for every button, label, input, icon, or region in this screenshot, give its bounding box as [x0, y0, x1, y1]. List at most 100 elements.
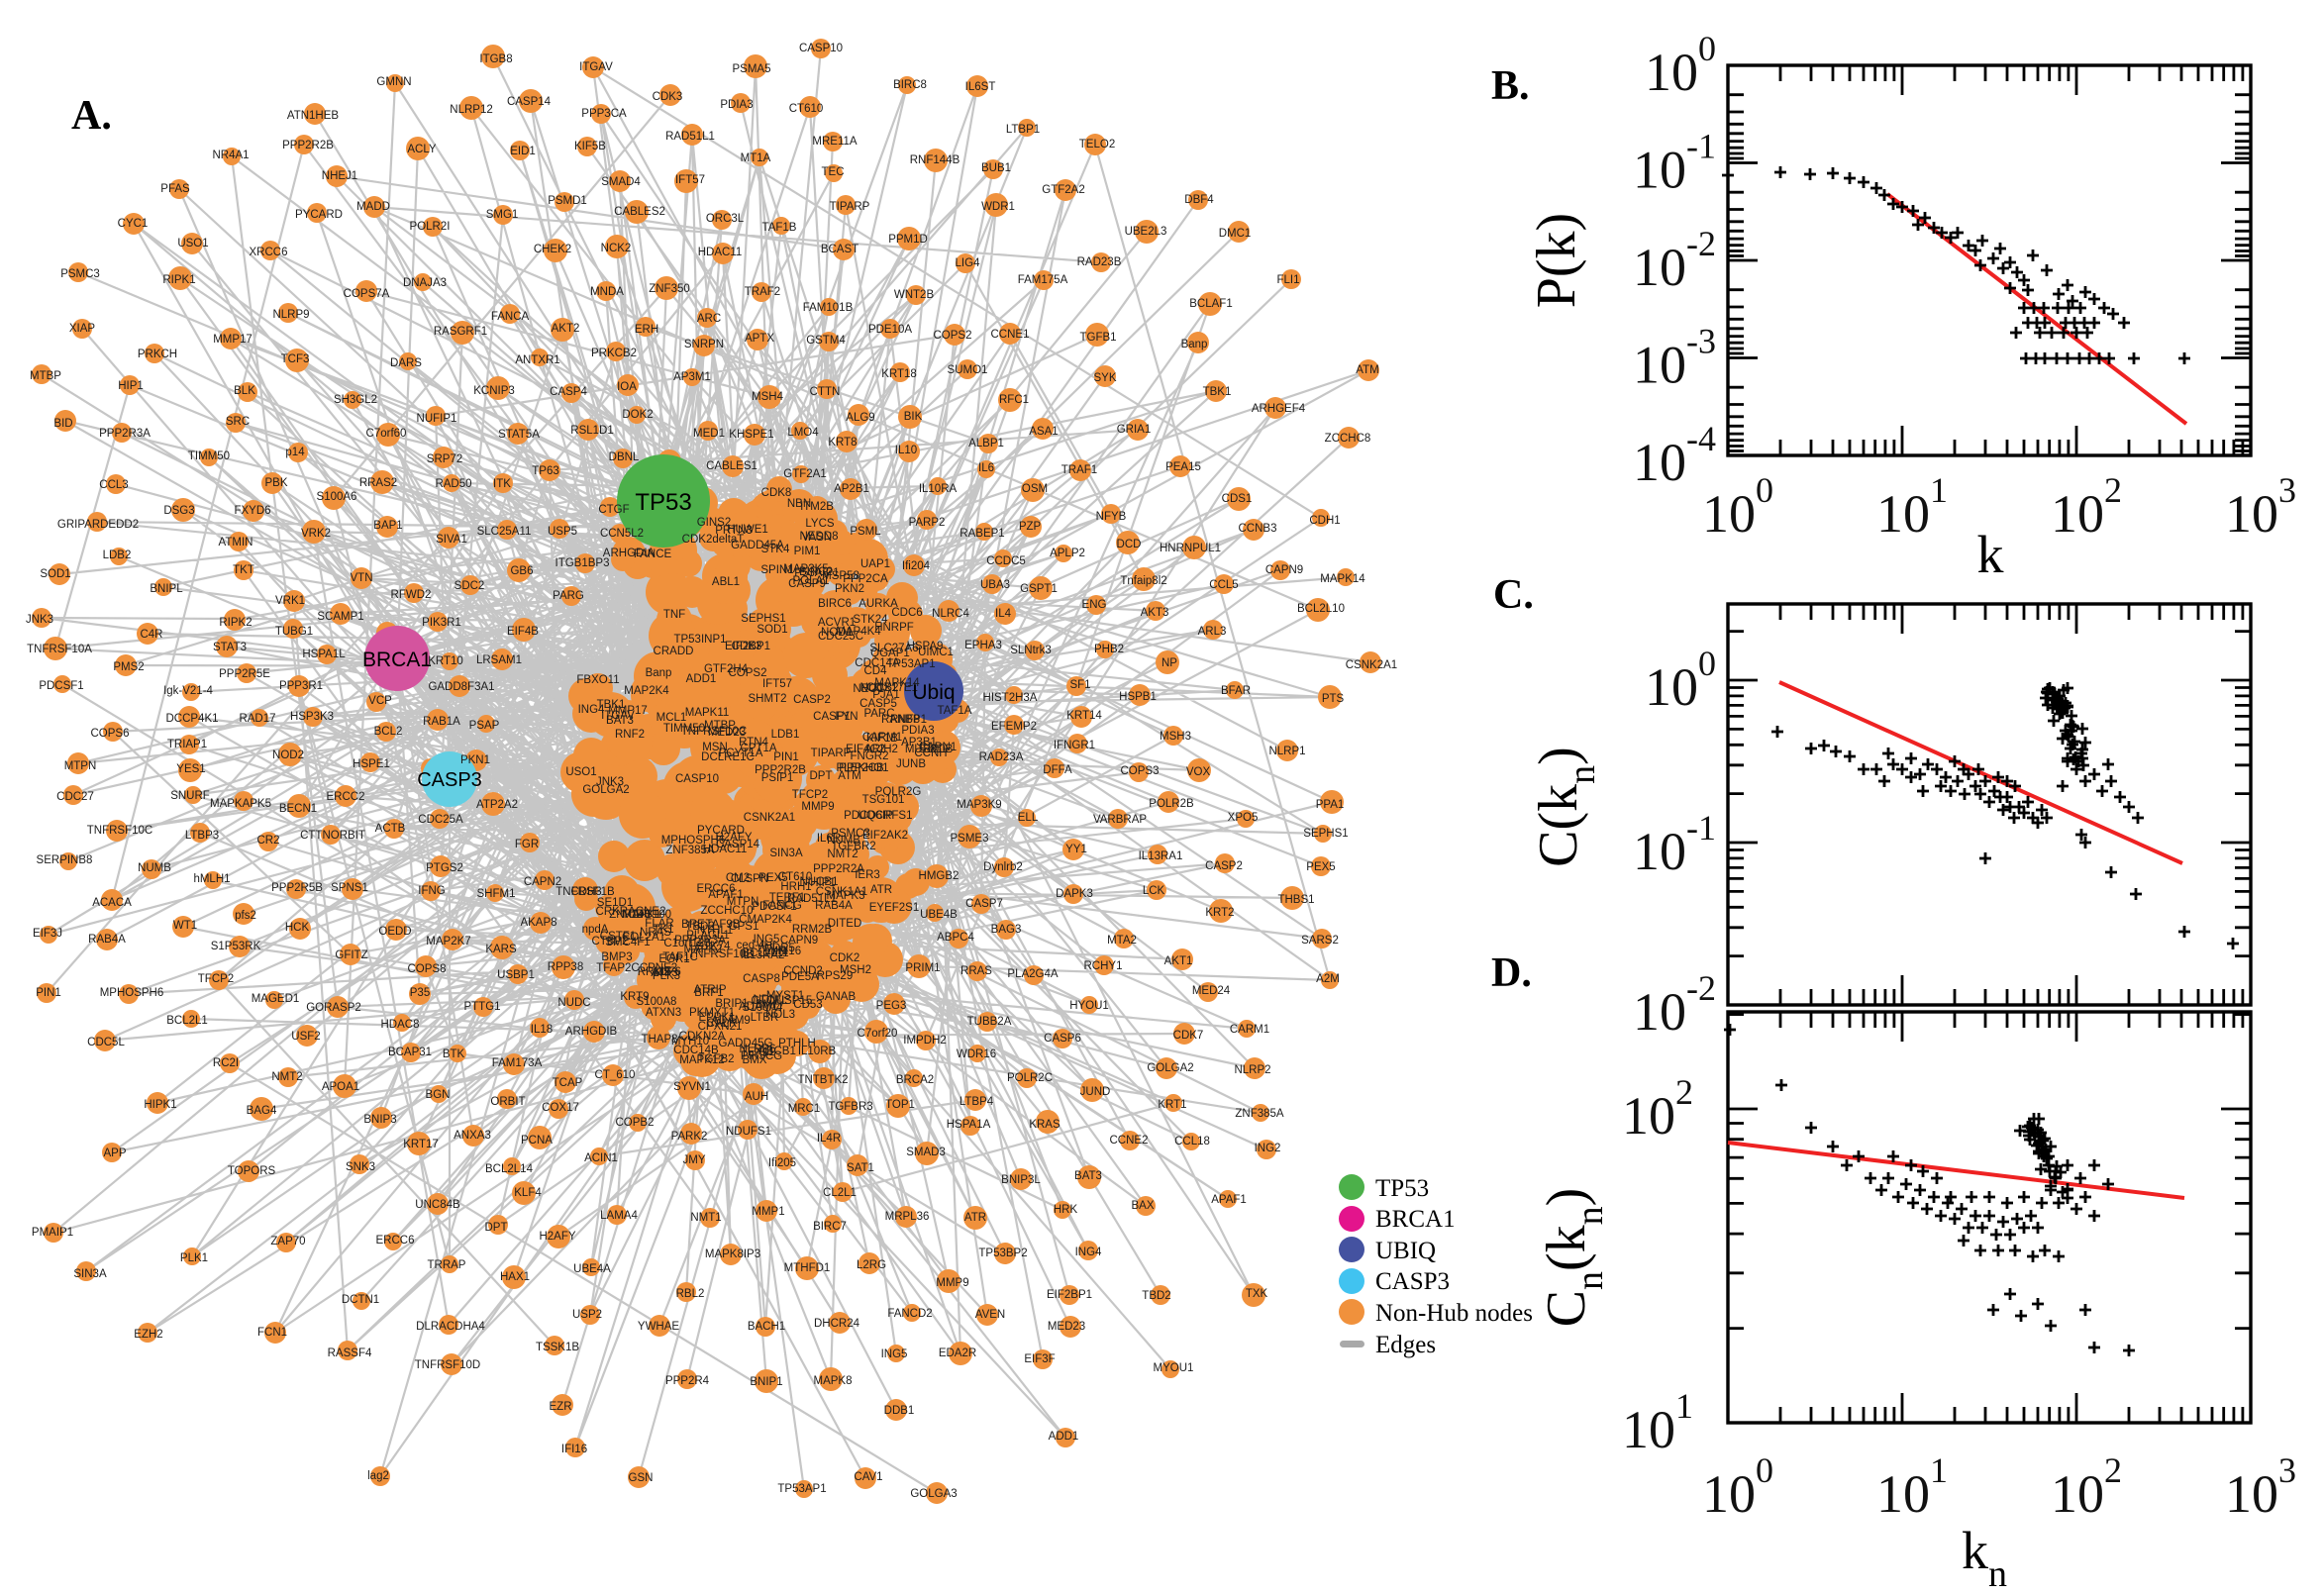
svg-text:PDIA3: PDIA3 [720, 99, 753, 111]
svg-text:SARS2: SARS2 [1301, 935, 1339, 947]
svg-text:ADD1: ADD1 [686, 673, 717, 685]
svg-text:ANXA3: ANXA3 [454, 1130, 491, 1142]
svg-text:DOK2: DOK2 [622, 409, 653, 421]
svg-text:STK74: STK74 [695, 941, 731, 952]
svg-text:LTBP1: LTBP1 [1006, 124, 1040, 136]
svg-text:ABPC4: ABPC4 [937, 932, 974, 944]
svg-text:KARS: KARS [485, 944, 517, 955]
svg-text:YES1: YES1 [176, 763, 205, 775]
svg-text:L2RG: L2RG [857, 1259, 886, 1271]
svg-text:PBK: PBK [264, 477, 287, 489]
svg-text:CDK3: CDK3 [732, 641, 762, 652]
svg-text:UQCRFS1: UQCRFS1 [858, 810, 913, 822]
svg-text:MSH3: MSH3 [1160, 731, 1191, 743]
svg-text:TNF: TNF [663, 609, 685, 621]
svg-text:Ifi205: Ifi205 [768, 1157, 796, 1169]
svg-text:TP53: TP53 [635, 489, 691, 516]
svg-text:ARHGEF4: ARHGEF4 [1252, 403, 1306, 415]
svg-text:CT610: CT610 [789, 103, 824, 115]
svg-text:TCF3: TCF3 [281, 353, 310, 365]
svg-text:NP: NP [1162, 657, 1177, 669]
svg-text:A2M: A2M [1316, 973, 1340, 985]
svg-text:SOD1: SOD1 [40, 568, 70, 580]
svg-text:CCL5: CCL5 [1209, 579, 1238, 591]
svg-text:PPP2CB: PPP2CB [839, 762, 884, 774]
svg-text:PSMC3: PSMC3 [831, 828, 870, 840]
svg-text:TOP1: TOP1 [885, 1099, 915, 1111]
svg-text:CASP2: CASP2 [793, 694, 831, 706]
svg-text:HUWE1: HUWE1 [727, 524, 768, 536]
svg-text:MMP9: MMP9 [936, 1277, 968, 1289]
svg-text:PTHLH: PTHLH [778, 1038, 816, 1049]
svg-text:ING4: ING4 [1075, 1247, 1102, 1258]
svg-text:MRE11A: MRE11A [812, 136, 857, 148]
svg-text:PDCD6IP: PDCD6IP [844, 810, 893, 822]
svg-text:MMP17: MMP17 [608, 705, 648, 717]
svg-text:FANCG: FANCG [762, 900, 802, 912]
svg-text:PSAP: PSAP [469, 720, 500, 732]
svg-text:EIF4G2: EIF4G2 [846, 744, 885, 755]
svg-text:DNAJA3: DNAJA3 [403, 277, 447, 289]
svg-text:FCN1: FCN1 [257, 1327, 287, 1339]
svg-text:NUMB: NUMB [138, 862, 171, 874]
svg-text:BECN1: BECN1 [279, 803, 317, 815]
svg-text:WT1: WT1 [173, 920, 197, 932]
svg-text:PSIP1: PSIP1 [761, 772, 794, 784]
svg-text:AKT2: AKT2 [552, 323, 580, 335]
svg-text:P35: P35 [410, 987, 430, 999]
svg-text:EGR1: EGR1 [658, 953, 689, 965]
svg-text:TKT: TKT [233, 564, 254, 576]
svg-text:CDH1: CDH1 [1309, 515, 1340, 527]
svg-text:SLC27A6: SLC27A6 [869, 643, 918, 654]
svg-text:SNURF: SNURF [170, 790, 210, 802]
svg-text:DPT: DPT [485, 1222, 508, 1234]
svg-text:100: 100 [1645, 644, 1716, 717]
svg-text:UBE4B: UBE4B [920, 909, 958, 921]
svg-text:kn: kn [1962, 1521, 2007, 1595]
svg-text:PPP2R2B: PPP2R2B [755, 764, 806, 776]
svg-text:MYST1: MYST1 [766, 990, 804, 1002]
svg-text:TXK: TXK [1246, 1288, 1268, 1300]
svg-text:SMAD3: SMAD3 [906, 1147, 946, 1158]
svg-text:TBK1: TBK1 [1203, 386, 1232, 398]
svg-text:HRH1: HRH1 [780, 881, 811, 893]
svg-text:PPP2R3A: PPP2R3A [99, 428, 151, 440]
svg-text:ALG9: ALG9 [846, 412, 874, 424]
svg-text:VTN: VTN [351, 572, 373, 584]
svg-text:PRKCH: PRKCH [138, 349, 177, 360]
svg-text:CCDC5: CCDC5 [986, 555, 1026, 567]
svg-text:KRT18: KRT18 [881, 368, 917, 380]
svg-text:MED23: MED23 [708, 727, 746, 739]
svg-text:NMT2: NMT2 [827, 848, 858, 860]
svg-text:Ifi204: Ifi204 [902, 560, 931, 572]
svg-text:TRIAP1: TRIAP1 [167, 739, 207, 750]
svg-text:SEPHS1: SEPHS1 [1303, 828, 1348, 840]
svg-text:TGFB1: TGFB1 [1079, 332, 1116, 344]
svg-text:RFC1: RFC1 [999, 394, 1029, 406]
svg-text:DCTN1: DCTN1 [342, 1294, 379, 1306]
svg-text:100: 100 [1645, 29, 1716, 102]
svg-text:CTCFL: CTCFL [751, 995, 788, 1007]
svg-text:LAMA4: LAMA4 [600, 1210, 638, 1222]
svg-text:ZNF148: ZNF148 [609, 909, 651, 921]
svg-text:ENG: ENG [1082, 599, 1107, 611]
svg-text:CDC27: CDC27 [56, 791, 94, 803]
svg-text:PPP2R5B: PPP2R5B [271, 882, 323, 894]
svg-text:C.: C. [1493, 572, 1534, 618]
svg-text:PPM1D: PPM1D [888, 234, 928, 246]
svg-text:OSM: OSM [1022, 483, 1048, 495]
svg-text:NLRP9: NLRP9 [272, 309, 309, 321]
svg-text:TGFB2: TGFB2 [697, 1053, 734, 1065]
svg-text:GADD45G: GADD45G [719, 1038, 773, 1049]
svg-text:NCK2: NCK2 [601, 243, 632, 254]
svg-text:S1P53RK: S1P53RK [211, 941, 261, 952]
svg-text:IFT57: IFT57 [762, 678, 792, 690]
svg-text:MAGED1: MAGED1 [252, 993, 300, 1005]
svg-text:NBN: NBN [787, 498, 811, 510]
svg-text:PEA15: PEA15 [1165, 461, 1201, 473]
svg-text:EZR: EZR [550, 1401, 572, 1413]
svg-text:H2AFY: H2AFY [715, 832, 752, 844]
svg-text:BNIP1: BNIP1 [750, 1376, 782, 1388]
svg-text:BCAST: BCAST [821, 244, 858, 255]
svg-text:IL10: IL10 [895, 445, 917, 456]
